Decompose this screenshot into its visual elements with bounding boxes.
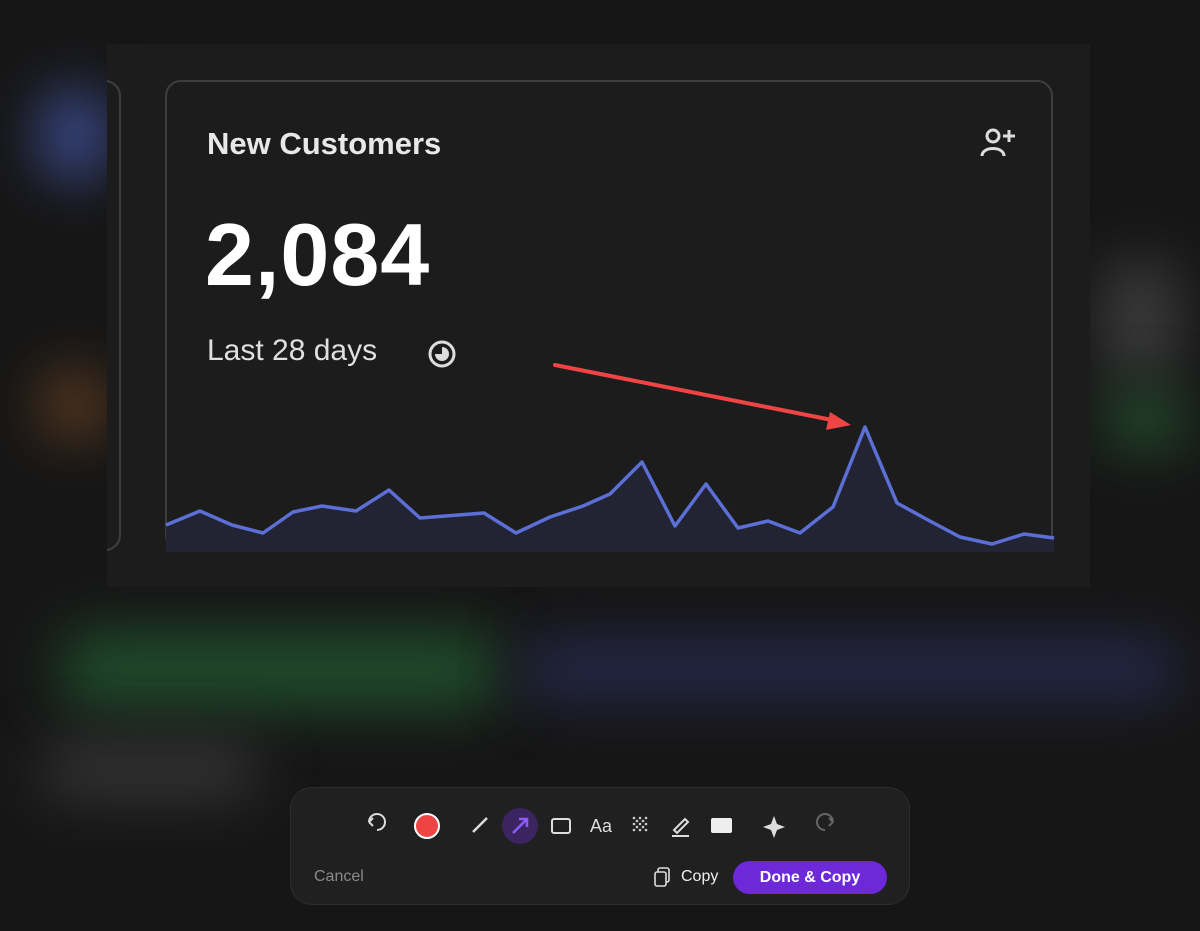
- pen-tool[interactable]: [472, 817, 488, 833]
- blurred-bg: [40, 740, 260, 800]
- color-picker[interactable]: [414, 813, 440, 839]
- done-copy-button[interactable]: Done & Copy: [733, 861, 887, 894]
- blurred-bg: [1100, 390, 1190, 450]
- blurred-bg: [40, 370, 110, 440]
- fill-tool[interactable]: [711, 818, 732, 833]
- add-user-icon: [980, 128, 1015, 157]
- text-tool[interactable]: Aa: [590, 816, 613, 836]
- arrow-head: [826, 412, 851, 430]
- cancel-button[interactable]: Cancel: [314, 868, 364, 885]
- period-icon: [428, 340, 456, 368]
- tool-icons: [368, 808, 834, 844]
- metric-card: New Customers 2,084 Last 28 days: [165, 80, 1053, 551]
- blurred-bg: [1100, 260, 1180, 380]
- highlighter-tool[interactable]: [672, 817, 690, 837]
- undo[interactable]: [368, 813, 386, 831]
- metric-value: 2,084: [205, 205, 431, 304]
- sparkline: [165, 425, 1055, 546]
- rect-tool[interactable]: [551, 818, 571, 834]
- copy-icon: [654, 867, 670, 887]
- blurred-bg: [520, 640, 1180, 700]
- copy-button[interactable]: Copy: [681, 868, 719, 885]
- screenshot: New Customers 2,084 Last 28 days: [107, 44, 1090, 587]
- ai-tool[interactable]: [763, 816, 785, 838]
- sparkline-area: [166, 427, 1054, 552]
- blur-tool[interactable]: [632, 816, 648, 832]
- period-label: Last 28 days: [207, 334, 378, 367]
- annotation-toolbar: Aa Cancel Copy Done & Copy: [290, 787, 910, 905]
- redo[interactable]: [816, 813, 834, 831]
- annotation-arrow: [553, 363, 834, 422]
- card-title: New Customers: [207, 126, 442, 161]
- blurred-bg: [60, 630, 500, 710]
- blurred-bg: [40, 90, 110, 180]
